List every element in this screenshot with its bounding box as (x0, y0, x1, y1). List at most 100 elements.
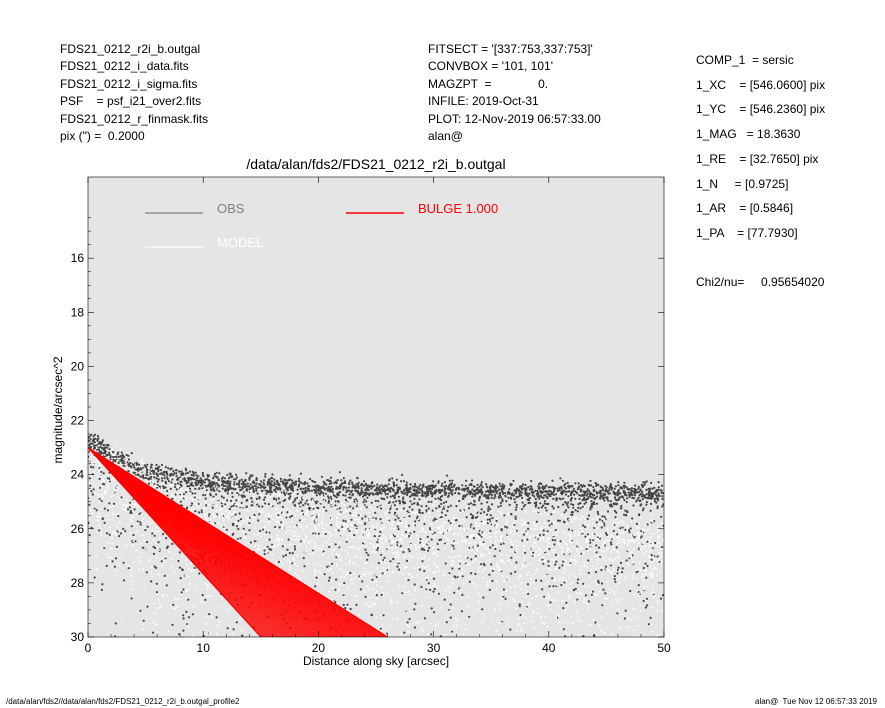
obs-point (248, 522, 251, 525)
obs-point (487, 505, 490, 508)
model-point (363, 602, 366, 604)
model-point (373, 502, 375, 505)
model-point (463, 632, 465, 635)
model-point (464, 570, 467, 573)
obs-point (343, 481, 346, 485)
obs-point (198, 511, 201, 514)
obs-point (394, 500, 398, 503)
obs-point (201, 594, 204, 597)
obs-point (498, 482, 501, 485)
obs-point (493, 555, 496, 558)
obs-point (153, 565, 156, 568)
obs-point (335, 578, 338, 581)
obs-point (251, 485, 254, 488)
obs-point (567, 495, 570, 498)
model-point (428, 515, 431, 518)
model-point (512, 550, 515, 553)
model-point (604, 559, 607, 562)
model-point (288, 568, 291, 571)
model-point (219, 509, 222, 512)
model-point (562, 599, 565, 601)
model-point (387, 567, 390, 569)
model-point (606, 581, 609, 584)
obs-point (294, 483, 298, 486)
model-point (125, 466, 128, 469)
obs-point (239, 518, 243, 521)
obs-point (650, 497, 653, 500)
obs-point (191, 613, 194, 616)
model-point (402, 556, 405, 559)
obs-point (236, 491, 239, 495)
obs-point (351, 481, 354, 484)
obs-point (181, 568, 184, 571)
obs-point (265, 492, 268, 495)
model-point (101, 469, 104, 472)
model-point (394, 544, 397, 547)
obs-point (315, 502, 318, 505)
obs-point (213, 475, 216, 478)
obs-point (203, 481, 206, 484)
obs-point (182, 614, 185, 617)
obs-point (560, 487, 563, 490)
obs-point (535, 501, 538, 504)
obs-point (433, 531, 436, 534)
obs-point (223, 481, 226, 484)
model-point (420, 628, 423, 630)
model-point (570, 550, 573, 553)
obs-point (309, 477, 312, 481)
obs-point (662, 524, 664, 527)
model-point (377, 537, 380, 539)
model-point (628, 555, 631, 558)
model-point (409, 610, 412, 613)
obs-point (473, 494, 476, 497)
obs-point (480, 490, 483, 493)
obs-point (582, 635, 585, 637)
obs-point (655, 490, 658, 493)
model-point (534, 573, 537, 575)
obs-point (642, 599, 645, 603)
obs-point (656, 507, 659, 510)
obs-point (482, 541, 485, 544)
obs-point (119, 532, 122, 535)
obs-point (588, 484, 591, 487)
obs-point (267, 491, 270, 494)
obs-point (117, 451, 120, 454)
model-point (448, 591, 451, 593)
obs-point (177, 478, 180, 481)
obs-point (194, 478, 197, 481)
obs-point (562, 628, 565, 631)
model-point (521, 600, 524, 603)
model-point (389, 624, 391, 627)
obs-point (571, 491, 574, 494)
model-point (409, 555, 412, 558)
obs-point (602, 588, 605, 591)
obs-point (431, 509, 434, 512)
obs-point (458, 567, 461, 570)
model-point (278, 565, 281, 568)
obs-point (574, 497, 577, 500)
model-point (559, 578, 561, 581)
obs-point (609, 541, 613, 544)
obs-point (235, 483, 238, 486)
obs-point (577, 578, 580, 581)
model-point (131, 516, 134, 518)
obs-point (224, 503, 227, 506)
obs-point (193, 566, 196, 570)
model-point (112, 477, 115, 480)
obs-point (448, 484, 451, 487)
obs-point (364, 548, 367, 551)
model-point (483, 544, 485, 547)
model-point (427, 559, 430, 562)
model-point (537, 522, 540, 525)
model-point (595, 583, 598, 586)
model-point (351, 582, 353, 585)
model-point (205, 513, 207, 515)
obs-point (593, 494, 596, 497)
model-point (135, 472, 138, 475)
model-point (222, 512, 225, 515)
model-point (497, 568, 500, 571)
obs-point (91, 493, 94, 496)
model-point (404, 609, 407, 612)
header-middle-line-0: FITSECT = '[337:753,337:753]' (428, 42, 593, 56)
obs-point (591, 503, 595, 506)
